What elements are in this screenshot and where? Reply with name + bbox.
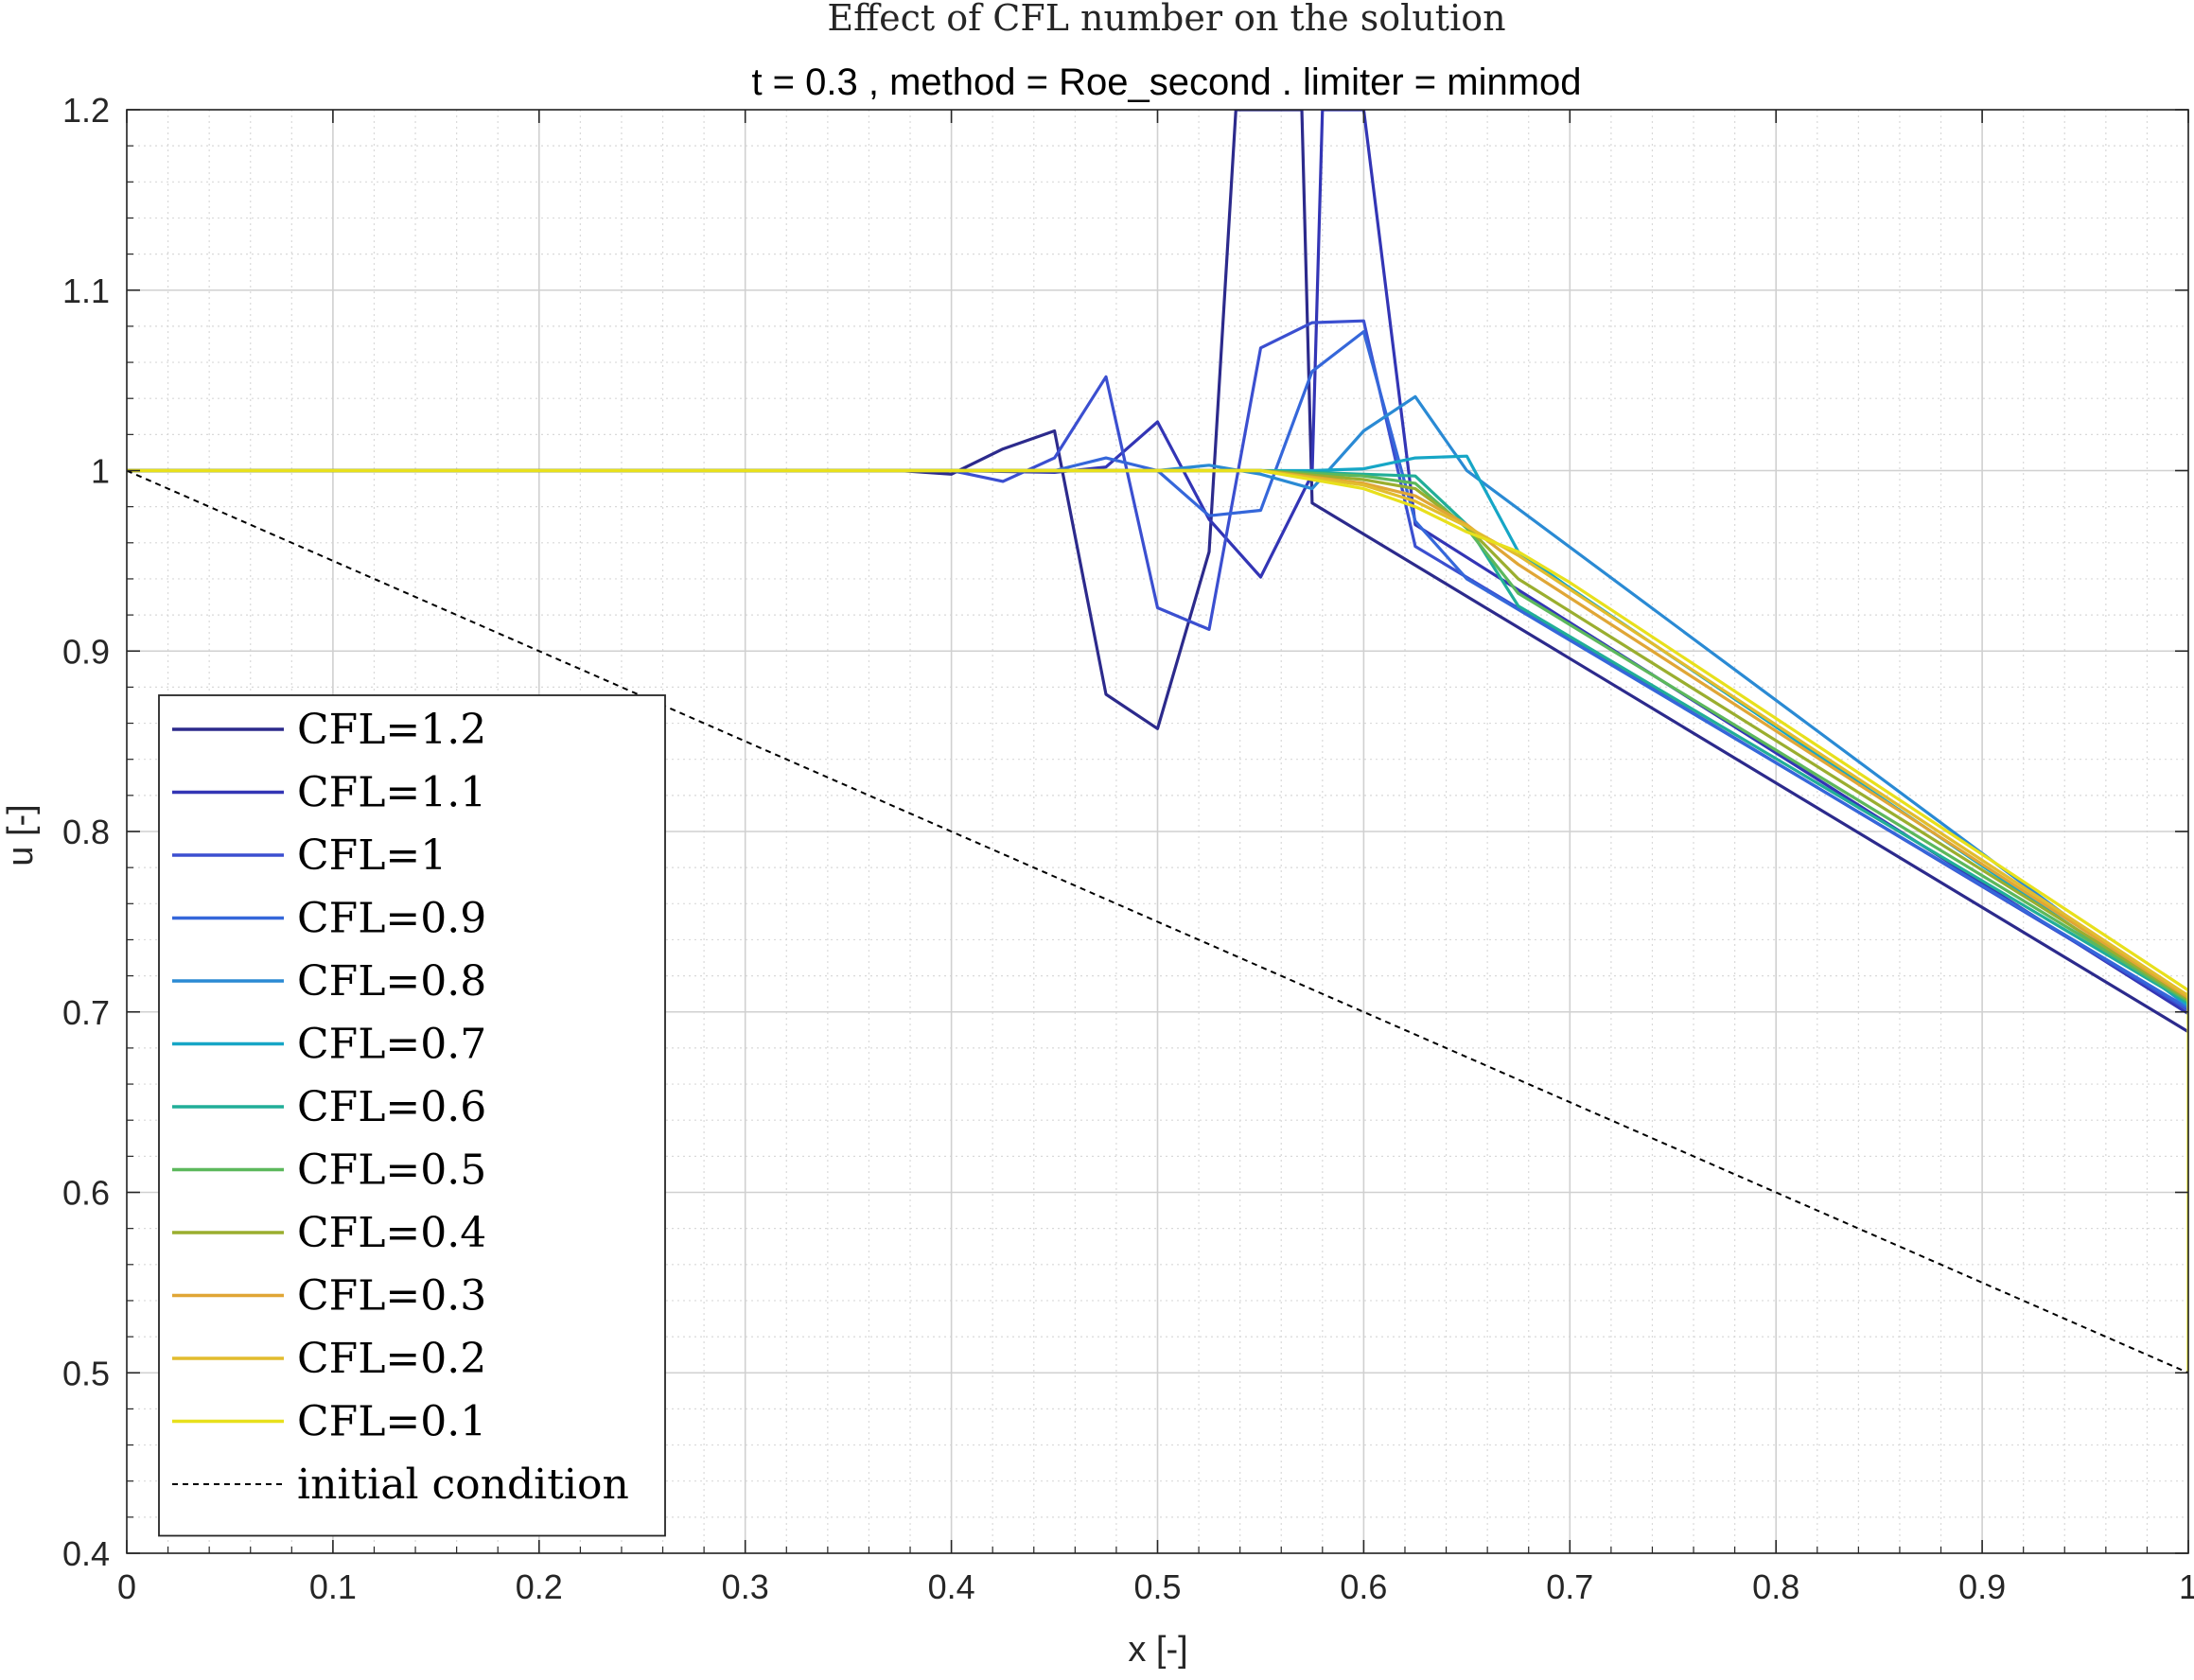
x-tick-label: 1 (2179, 1567, 2194, 1606)
x-tick-label: 0.6 (1340, 1567, 1387, 1606)
x-axis-ticks: 0 0.1 0.2 0.3 0.4 0.5 0.6 0.7 0.8 0.9 1 (117, 110, 2194, 1606)
series-line-0 (127, 110, 2188, 1034)
x-tick-label: 0.5 (1133, 1567, 1181, 1606)
series-line-12 (127, 469, 2188, 1374)
legend-entry-7: CFL=0.5 (297, 1146, 486, 1195)
legend-entry-5: CFL=0.7 (297, 1021, 486, 1069)
y-tick-label: 0.5 (62, 1354, 110, 1392)
x-tick-label: 0.7 (1546, 1567, 1593, 1606)
x-axis-label: x [-] (1128, 1630, 1187, 1670)
legend-entry-8: CFL=0.4 (297, 1209, 486, 1257)
x-tick-label: 0.1 (309, 1567, 357, 1606)
x-tick-label: 0.3 (722, 1567, 769, 1606)
series-line-3 (127, 330, 2188, 1010)
y-tick-label: 1.1 (62, 271, 110, 310)
legend-entry-0: CFL=1.2 (297, 706, 486, 754)
legend: CFL=1.2 CFL=1.1 CFL=1 CFL=0.9 CFL=0.8 CFL=0.7… (158, 694, 666, 1537)
x-tick-label: 0 (117, 1567, 136, 1606)
y-tick-label: 1 (91, 452, 110, 491)
y-axis-ticks: 0.4 0.5 0.6 0.7 0.8 0.9 1 1.1 1.2 (62, 91, 2188, 1573)
legend-entry-4: CFL=0.8 (297, 957, 486, 1006)
chart-subtitle: t = 0.3 , method = Roe_second . limiter … (751, 61, 1581, 103)
x-tick-label: 0.9 (1958, 1567, 2006, 1606)
legend-entry-9: CFL=0.3 (297, 1272, 486, 1321)
legend-entry-2: CFL=1 (297, 831, 447, 880)
legend-entry-10: CFL=0.2 (297, 1335, 486, 1383)
legend-entry-1: CFL=1.1 (297, 769, 486, 817)
legend-entry-3: CFL=0.9 (297, 895, 486, 943)
legend-box (158, 694, 666, 1537)
x-tick-label: 0.2 (516, 1567, 563, 1606)
series-line-11 (127, 468, 2188, 1374)
y-tick-label: 0.4 (62, 1534, 110, 1573)
y-axis-label: u [-] (1, 804, 41, 866)
x-tick-label: 0.8 (1752, 1567, 1799, 1606)
series-line-4 (127, 394, 2188, 1008)
series-lines (127, 110, 2188, 1374)
legend-entry-12: initial condition (297, 1461, 629, 1509)
y-tick-label: 0.8 (62, 813, 110, 851)
legend-entry-6: CFL=0.6 (297, 1083, 486, 1131)
y-tick-label: 0.9 (62, 632, 110, 671)
chart-title: Effect of CFL number on the solution (827, 0, 1505, 39)
y-tick-label: 0.7 (62, 993, 110, 1032)
x-tick-label: 0.4 (928, 1567, 975, 1606)
legend-entry-11: CFL=0.1 (297, 1398, 486, 1446)
y-tick-label: 1.2 (62, 91, 110, 130)
y-tick-label: 0.6 (62, 1174, 110, 1213)
